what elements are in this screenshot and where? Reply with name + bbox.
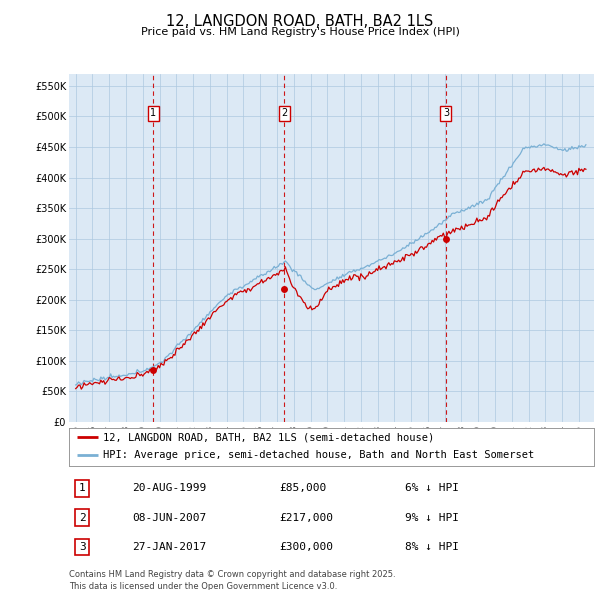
Text: 1: 1 <box>79 483 86 493</box>
Text: 27-JAN-2017: 27-JAN-2017 <box>132 542 206 552</box>
Text: 12, LANGDON ROAD, BATH, BA2 1LS (semi-detached house): 12, LANGDON ROAD, BATH, BA2 1LS (semi-de… <box>103 432 434 442</box>
Text: £217,000: £217,000 <box>279 513 333 523</box>
Text: 20-AUG-1999: 20-AUG-1999 <box>132 483 206 493</box>
Text: 9% ↓ HPI: 9% ↓ HPI <box>405 513 459 523</box>
Text: 12, LANGDON ROAD, BATH, BA2 1LS: 12, LANGDON ROAD, BATH, BA2 1LS <box>166 14 434 28</box>
Text: £85,000: £85,000 <box>279 483 326 493</box>
Text: 3: 3 <box>443 109 449 119</box>
Text: 2: 2 <box>79 513 86 523</box>
Text: HPI: Average price, semi-detached house, Bath and North East Somerset: HPI: Average price, semi-detached house,… <box>103 450 535 460</box>
Text: 1: 1 <box>151 109 157 119</box>
Text: 08-JUN-2007: 08-JUN-2007 <box>132 513 206 523</box>
Text: 2: 2 <box>281 109 287 119</box>
Text: £300,000: £300,000 <box>279 542 333 552</box>
Text: 8% ↓ HPI: 8% ↓ HPI <box>405 542 459 552</box>
Text: Contains HM Land Registry data © Crown copyright and database right 2025.
This d: Contains HM Land Registry data © Crown c… <box>69 570 395 590</box>
Text: Price paid vs. HM Land Registry's House Price Index (HPI): Price paid vs. HM Land Registry's House … <box>140 27 460 37</box>
Text: 6% ↓ HPI: 6% ↓ HPI <box>405 483 459 493</box>
Text: 3: 3 <box>79 542 86 552</box>
